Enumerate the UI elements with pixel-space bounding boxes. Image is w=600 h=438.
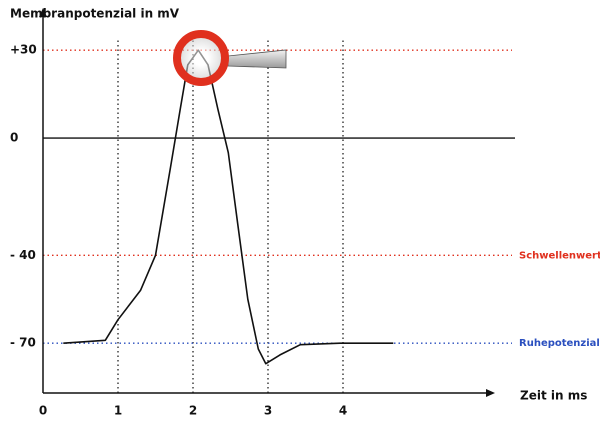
y-tick-label: +30 bbox=[10, 43, 37, 57]
magnifier-handle bbox=[227, 49, 287, 69]
x-tick-label: 1 bbox=[114, 404, 122, 418]
x-tick-label: 4 bbox=[339, 404, 347, 418]
x-axis-title: Zeit in ms bbox=[520, 389, 587, 403]
grid bbox=[43, 40, 515, 393]
y-arrow bbox=[39, 8, 47, 17]
magnifier bbox=[173, 30, 287, 86]
x-tick-label: 0 bbox=[39, 404, 47, 418]
y-tick-label: 0 bbox=[10, 131, 18, 145]
plot bbox=[63, 49, 394, 365]
x-tick-label: 3 bbox=[264, 404, 272, 418]
y-tick-label: - 70 bbox=[10, 336, 36, 350]
reference-label: Schwellenwert bbox=[519, 250, 600, 261]
magnifier-lens bbox=[173, 30, 229, 86]
reference-label: Ruhepotenzial bbox=[519, 338, 600, 349]
x-arrow bbox=[486, 389, 495, 397]
y-tick-label: - 40 bbox=[10, 248, 36, 262]
x-tick-label: 2 bbox=[189, 404, 197, 418]
axes bbox=[39, 8, 495, 397]
data-line bbox=[63, 49, 394, 365]
y-axis-title: Membranpotenzial in mV bbox=[10, 7, 180, 21]
